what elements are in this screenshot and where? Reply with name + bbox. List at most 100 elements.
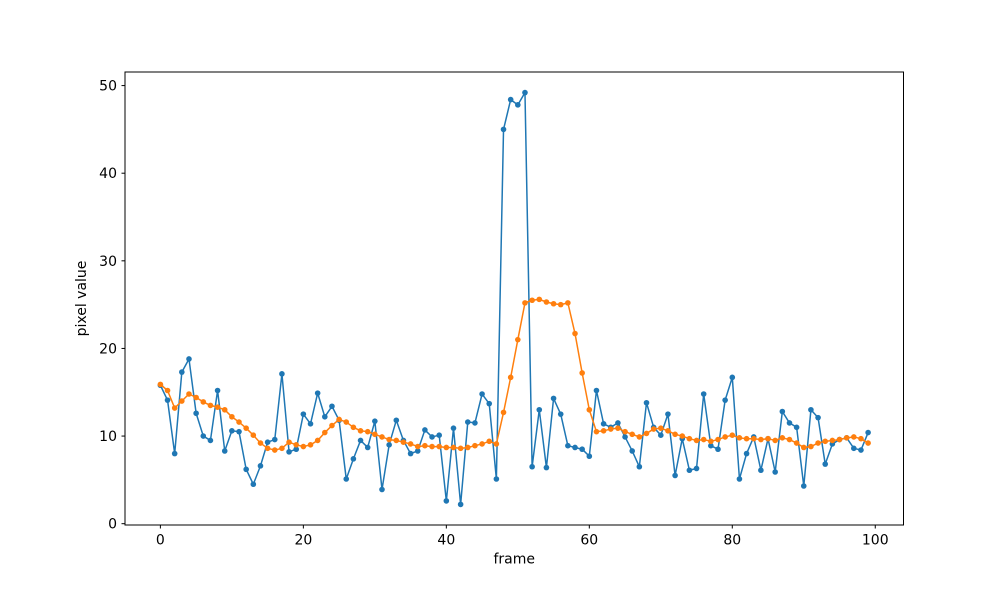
series-1-raw-marker xyxy=(515,102,521,108)
series-1-raw-marker xyxy=(636,463,643,470)
series-2-smoothed-marker xyxy=(307,442,314,448)
series-2-smoothed-marker xyxy=(350,424,357,431)
series-2-smoothed-marker xyxy=(286,439,292,446)
series-1-raw-marker xyxy=(536,406,543,413)
series-2-smoothed-marker xyxy=(157,381,164,388)
series-2-smoothed-marker xyxy=(500,409,507,416)
series-1-raw-marker xyxy=(686,467,693,474)
series-1-raw-marker xyxy=(407,450,414,457)
series-1-raw-marker xyxy=(164,397,171,403)
series-2-smoothed-marker xyxy=(843,435,850,441)
series-1-raw-marker xyxy=(479,391,485,397)
series-2-smoothed-marker xyxy=(164,387,171,394)
series-1-raw-marker xyxy=(722,397,728,403)
series-2-smoothed-marker xyxy=(515,336,521,343)
series-2-smoothed-marker xyxy=(550,300,557,307)
series-1-raw-marker xyxy=(329,403,335,410)
series-2-smoothed-marker xyxy=(250,432,257,438)
series-1-raw-marker xyxy=(858,447,864,453)
series-2-smoothed-marker xyxy=(686,435,693,442)
series-2-smoothed-marker xyxy=(836,436,843,443)
series-2-smoothed-marker xyxy=(493,441,500,447)
series-2-smoothed-marker xyxy=(786,436,793,443)
series-2-smoothed-marker xyxy=(800,444,807,451)
x-tick-label: 80 xyxy=(723,533,741,549)
series-2-smoothed-marker xyxy=(236,419,242,425)
series-1-raw-marker xyxy=(708,442,714,449)
series-2-smoothed-marker xyxy=(207,402,214,409)
series-2-smoothed-marker xyxy=(658,425,664,431)
series-2-smoothed-marker xyxy=(221,406,228,413)
x-axis-label: frame xyxy=(493,552,535,568)
series-1-raw-marker xyxy=(179,369,185,375)
series-2-smoothed-marker xyxy=(336,416,342,423)
series-1-raw-marker xyxy=(507,96,514,103)
series-2-smoothed-marker xyxy=(486,438,493,445)
series-1-raw-marker xyxy=(593,387,600,394)
series-2-smoothed-marker xyxy=(822,438,829,445)
x-tick-label: 60 xyxy=(580,533,598,549)
series-2-smoothed-marker xyxy=(715,436,721,443)
series-1-raw-marker xyxy=(236,428,242,435)
series-1-raw-marker xyxy=(214,387,221,394)
series-2-smoothed-line xyxy=(159,298,869,451)
series-2-smoothed-marker xyxy=(858,435,864,442)
series-1-raw-marker xyxy=(851,445,857,452)
series-1-raw-marker xyxy=(293,446,300,453)
series-1-raw-marker xyxy=(672,472,678,479)
series-1-raw-marker xyxy=(300,411,307,417)
y-tick-label: 40 xyxy=(99,166,117,182)
series-1-raw-marker xyxy=(414,448,421,454)
series-2-smoothed-marker xyxy=(772,437,778,444)
y-tick-label: 30 xyxy=(99,254,117,270)
series-1-raw-marker xyxy=(229,428,235,434)
series-1-raw-marker xyxy=(622,434,628,440)
series-1-raw-marker xyxy=(357,437,364,444)
series-2-smoothed-marker xyxy=(429,443,435,450)
series-1-raw-marker xyxy=(314,390,321,396)
series-2-smoothed-marker xyxy=(579,370,585,376)
y-axis-label: pixel value xyxy=(74,261,90,337)
series-1-raw-marker xyxy=(522,89,528,96)
series-2-smoothed-marker xyxy=(329,422,335,429)
y-tick-label: 10 xyxy=(99,429,117,445)
series-2-smoothed-marker xyxy=(314,437,321,444)
series-1-raw-marker xyxy=(729,374,736,381)
series-1-raw-marker xyxy=(800,483,807,489)
x-tick-label: 100 xyxy=(862,533,889,549)
series-1-raw-marker xyxy=(457,501,464,508)
series-2-smoothed-marker xyxy=(615,425,621,431)
series-1-raw-marker xyxy=(586,453,593,460)
series-1-raw-marker xyxy=(736,476,743,482)
plot-spines xyxy=(124,71,904,526)
series-2-smoothed-marker xyxy=(343,419,350,425)
series-1-raw-marker xyxy=(436,432,442,438)
series-1-raw-marker xyxy=(243,466,249,473)
series-1-raw-marker xyxy=(665,411,671,417)
series-1-raw-marker xyxy=(786,420,793,426)
series-2-smoothed-marker xyxy=(829,437,836,444)
series-2-smoothed-marker xyxy=(436,443,442,450)
series-1-raw-marker xyxy=(500,126,507,133)
series-1-raw-marker xyxy=(629,448,635,454)
series-1-raw-marker xyxy=(643,399,650,406)
series-2-smoothed-marker xyxy=(243,425,249,431)
series-1-raw-marker xyxy=(550,395,557,402)
series-1-raw-marker xyxy=(450,425,457,431)
series-2-smoothed-marker xyxy=(264,445,271,452)
series-2-smoothed-marker xyxy=(322,429,328,436)
series-1-raw-marker xyxy=(429,434,435,440)
series-1-raw-marker xyxy=(700,391,707,397)
series-1-raw-marker xyxy=(200,433,207,439)
series-2-smoothed-marker xyxy=(179,398,185,404)
series-2-smoothed-marker xyxy=(650,426,657,432)
series-2-smoothed-marker xyxy=(708,438,714,445)
series-2-smoothed-marker xyxy=(171,405,178,411)
series-2-smoothed-marker xyxy=(665,428,671,434)
series-2-smoothed-marker xyxy=(386,436,392,443)
series-2-smoothed-marker xyxy=(851,434,857,440)
series-1-raw-marker xyxy=(615,420,621,426)
series-2-smoothed-marker xyxy=(722,434,728,440)
